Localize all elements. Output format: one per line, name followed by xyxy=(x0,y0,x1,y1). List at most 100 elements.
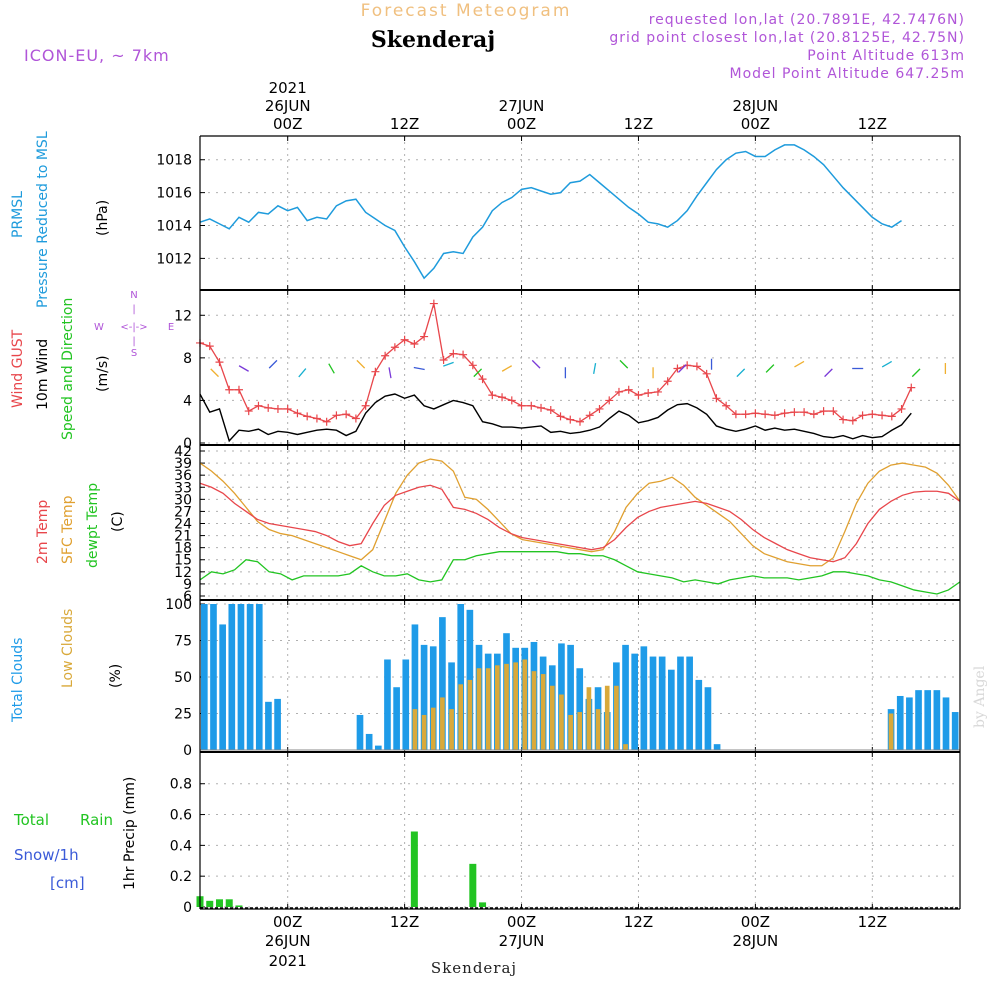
low-cloud-bar xyxy=(412,709,418,750)
gust-marker xyxy=(663,377,672,386)
low-cloud-bar xyxy=(522,659,528,750)
low-cloud-bar xyxy=(476,668,482,750)
gust-marker xyxy=(215,358,224,367)
low-cloud-bar xyxy=(568,714,573,750)
gust-line xyxy=(199,303,912,423)
total-cloud-bar xyxy=(429,646,437,750)
gust-marker xyxy=(761,410,770,419)
y-tick-label: 0.4 xyxy=(170,838,192,854)
gust-marker xyxy=(449,349,458,358)
wind-direction-arrow xyxy=(736,368,746,378)
precip-unit: 1hr Precip (mm) xyxy=(122,777,138,890)
y-tick-label: 18 xyxy=(174,541,192,557)
gust-marker xyxy=(790,408,799,417)
bottom-tick-label: 00Z xyxy=(273,913,302,931)
pressure-line xyxy=(199,144,902,280)
gust-marker xyxy=(644,388,653,397)
low-cloud-bar xyxy=(595,709,601,750)
gust-marker xyxy=(351,414,360,423)
gust-marker xyxy=(303,412,312,421)
gust-marker xyxy=(566,415,575,424)
y-tick-label: 0 xyxy=(183,900,192,916)
total-cloud-bar xyxy=(915,690,922,750)
gust-marker xyxy=(361,401,370,410)
bottom-day-label: 26JUN xyxy=(265,932,311,950)
low-cloud-bar xyxy=(440,697,445,750)
total-cloud-bar xyxy=(457,604,465,750)
pressure-panel: 1012 1014 1016 1018 xyxy=(156,135,961,290)
wind-direction-arrow xyxy=(794,360,805,368)
gust-marker xyxy=(332,411,341,420)
rain-bar xyxy=(225,899,233,907)
gust-marker xyxy=(537,403,546,412)
gust-marker xyxy=(390,343,399,352)
total-cloud-bar xyxy=(640,646,648,750)
wind-direction-arrow xyxy=(531,359,541,369)
top-day-label: 27JUN xyxy=(499,97,545,115)
precip-panel: 0 0.2 0.4 0.6 0.8 xyxy=(170,751,961,916)
y-tick-label: 30 xyxy=(174,492,192,508)
bottom-tick-label: 12Z xyxy=(624,913,653,931)
low-clouds-label: Low Clouds xyxy=(60,609,76,688)
low-cloud-bar xyxy=(604,685,610,750)
wind-direction-arrow xyxy=(619,359,629,369)
y-tick-label: 15 xyxy=(174,553,192,569)
y-tick-label: 12 xyxy=(174,565,192,581)
gust-marker xyxy=(468,361,477,370)
wind-direction-arrow xyxy=(356,359,366,369)
wind-panel: 0 4 8 12 xyxy=(174,289,961,452)
gust-marker xyxy=(517,401,526,410)
dewpoint-line xyxy=(199,551,961,595)
gust-marker xyxy=(839,415,848,424)
total-cloud-bar xyxy=(695,679,703,750)
wind-10m-label: 10m Wind xyxy=(35,339,51,410)
total-cloud-bar xyxy=(906,697,913,750)
total-cloud-bar xyxy=(365,733,373,750)
gust-marker xyxy=(459,350,468,359)
compass-n: N xyxy=(130,290,137,301)
low-cloud-bar xyxy=(513,662,518,750)
pressure-unit: (hPa) xyxy=(95,200,111,236)
low-cloud-bar xyxy=(623,744,628,750)
total-cloud-bar xyxy=(393,687,400,750)
rain-bar xyxy=(469,863,477,907)
gust-marker xyxy=(751,409,760,418)
model-altitude: Model Point Altitude 647.25m xyxy=(730,66,965,82)
gust-marker xyxy=(576,417,584,426)
total-cloud-bar xyxy=(924,690,932,750)
top-day-label: 28JUN xyxy=(733,97,779,115)
low-cloud-bar xyxy=(430,707,436,750)
product-title: Forecast Meteogram xyxy=(361,1,572,21)
gust-marker xyxy=(800,408,809,417)
temp-unit: (C) xyxy=(110,511,126,532)
total-cloud-bar xyxy=(402,659,410,750)
y-tick-label: 0 xyxy=(183,743,192,759)
total-cloud-bar xyxy=(255,604,263,750)
prmsl-label: PRMSL xyxy=(10,191,26,238)
total-cloud-bar xyxy=(622,644,629,750)
pressure-labels: PRMSL Pressure Reduced to MSL (hPa) xyxy=(10,131,111,308)
gust-marker xyxy=(205,342,214,351)
total-cloud-bar xyxy=(576,668,584,750)
gust-marker xyxy=(556,412,565,421)
total-cloud-bar xyxy=(201,604,208,750)
wind-direction-arrow xyxy=(388,367,392,379)
y-tick-label: 100 xyxy=(165,597,192,613)
y-tick-label: 0.8 xyxy=(170,777,192,793)
rain-bar xyxy=(410,831,418,907)
gust-marker xyxy=(819,407,828,416)
gust-marker xyxy=(712,394,721,403)
total-cloud-bar xyxy=(246,604,254,750)
low-cloud-bar xyxy=(449,709,454,750)
top-time-axis: 00Z 12Z 00Z 12Z 00Z 12Z 26JUN 27JUN 28JUN 2021 xyxy=(265,79,887,133)
gust-marker xyxy=(829,407,838,416)
wind-direction-arrow xyxy=(593,362,597,375)
wind-unit: (m/s) xyxy=(95,355,111,392)
total-label: Total xyxy=(13,811,49,829)
station-title: Skenderaj xyxy=(371,27,495,53)
gust-marker xyxy=(225,385,234,394)
gust-marker xyxy=(283,404,292,413)
bottom-year-label: 2021 xyxy=(269,952,307,970)
